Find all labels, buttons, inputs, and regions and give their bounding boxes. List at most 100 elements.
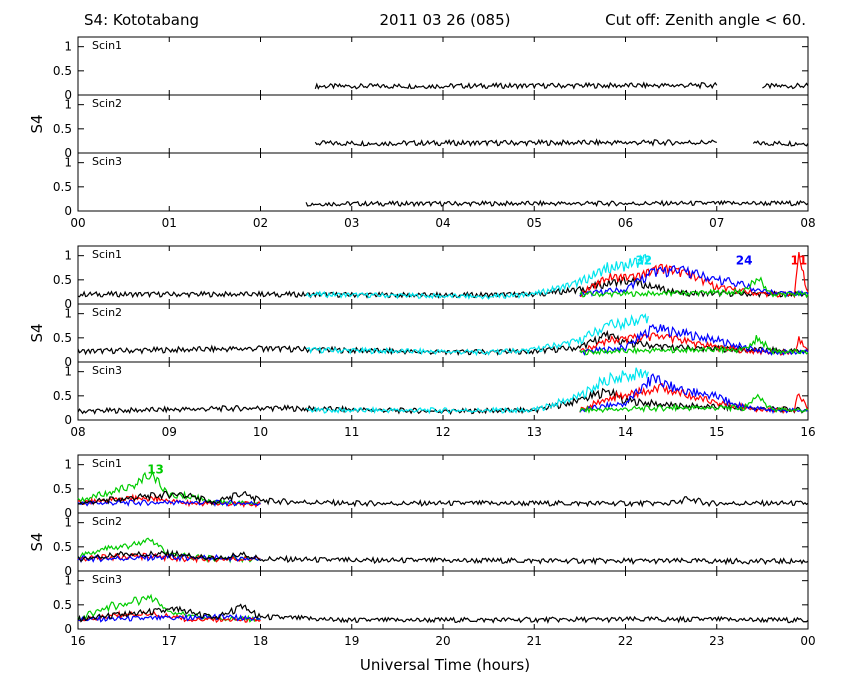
date-title: 2011 03 26 (085) — [380, 11, 511, 29]
x-tick-label: 19 — [344, 634, 359, 648]
x-tick-label: 03 — [344, 216, 359, 230]
y-tick-label: 0 — [64, 506, 72, 520]
receiver-label: Scin2 — [92, 97, 122, 110]
panel-2-scin1: 0 0.5 1 Scin1 — [53, 245, 809, 311]
panel-1-scin2: 0 0.5 1 Scin2 — [53, 94, 809, 160]
y-tick-label: 0.5 — [53, 331, 72, 345]
x-tick-label: 13 — [527, 425, 542, 439]
panel-2-scin3: 0 0.5 1 Scin3 — [53, 361, 809, 427]
series-line-black — [77, 490, 809, 508]
x-tick-label: 09 — [162, 425, 177, 439]
y-tick-label: 0 — [64, 297, 72, 311]
series-number-label: 24 — [736, 253, 753, 267]
panel-3-scin1: 0 0.5 1 Scin1 — [53, 454, 809, 520]
y-tick-label: 1 — [64, 365, 72, 379]
series-number-label: 32 — [635, 253, 652, 267]
y-tick-label: 0.5 — [53, 598, 72, 612]
x-tick-label: 01 — [162, 216, 177, 230]
x-tick-label: 00 — [800, 634, 815, 648]
series-line-black — [314, 138, 717, 147]
y-tick-label: 0.5 — [53, 180, 72, 194]
series-line-cyan — [305, 367, 649, 415]
y-tick-label: 1 — [64, 516, 72, 530]
x-tick-label: 20 — [435, 634, 450, 648]
series-line-black — [77, 387, 809, 416]
series-line-blue — [77, 613, 261, 623]
y-axis-title: S4 — [28, 532, 46, 551]
x-tick-label: 23 — [709, 634, 724, 648]
x-tick-label: 11 — [344, 425, 359, 439]
y-tick-label: 0.5 — [53, 273, 72, 287]
receiver-label: Scin3 — [92, 573, 122, 586]
y-tick-label: 0 — [64, 146, 72, 160]
receiver-label: Scin2 — [92, 515, 122, 528]
series-line-cyan — [306, 312, 649, 357]
x-tick-label: 16 — [70, 634, 85, 648]
y-axis-title: S4 — [28, 114, 46, 133]
series-line-blue — [579, 264, 809, 298]
y-tick-label: 1 — [64, 574, 72, 588]
y-tick-label: 1 — [64, 307, 72, 321]
x-tick-label: 08 — [800, 216, 815, 230]
panel-group-1: 0 0.5 1 Scin1 0 0.5 1 Scin2 0 0.5 1 Scin3 S4 00 01 02 03… — [28, 36, 816, 230]
y-tick-label: 0 — [64, 564, 72, 578]
x-tick-label: 06 — [618, 216, 633, 230]
x-tick-label: 07 — [709, 216, 724, 230]
panel-3-scin3: 0 0.5 1 Scin3 — [53, 570, 809, 636]
y-tick-label: 0 — [64, 88, 72, 102]
panel-3-scin2: 0 0.5 1 Scin2 — [53, 512, 809, 578]
receiver-label: Scin2 — [92, 306, 122, 319]
x-tick-label: 10 — [253, 425, 268, 439]
series-line-green — [77, 593, 261, 623]
series-line-black — [314, 81, 718, 90]
series-number-label: 11 — [791, 253, 808, 267]
receiver-label: Scin3 — [92, 364, 122, 377]
series-line-blue — [579, 323, 809, 356]
y-tick-label: 0 — [64, 204, 72, 218]
y-tick-label: 0.5 — [53, 540, 72, 554]
x-axis-title: Universal Time (hours) — [360, 656, 530, 674]
series-line-black — [305, 199, 809, 208]
y-tick-label: 0.5 — [53, 64, 72, 78]
panel-frame — [77, 454, 809, 514]
x-tick-label: 04 — [435, 216, 450, 230]
station-title: S4: Kototabang — [84, 11, 199, 29]
x-tick-label: 17 — [162, 634, 177, 648]
cutoff-title: Cut off: Zenith angle < 60. — [605, 11, 806, 29]
x-tick-label: 02 — [253, 216, 268, 230]
receiver-label: Scin1 — [92, 457, 122, 470]
panel-group-2: 0 0.5 1 Scin1 0 0.5 1 Scin2 0 0.5 1 Scin3 S4 08 09 10 11… — [28, 245, 816, 439]
y-tick-label: 0 — [64, 622, 72, 636]
panel-1-scin3: 0 0.5 1 Scin3 — [53, 152, 809, 218]
y-tick-label: 0 — [64, 413, 72, 427]
series-line-green — [579, 276, 809, 299]
x-tick-label: 18 — [253, 634, 268, 648]
series-line-black — [77, 276, 809, 299]
x-tick-label: 15 — [709, 425, 724, 439]
panel-1-scin1: 0 0.5 1 Scin1 — [53, 36, 809, 102]
y-axis-title: S4 — [28, 323, 46, 342]
x-tick-label: 22 — [618, 634, 633, 648]
receiver-label: Scin3 — [92, 155, 122, 168]
panel-frame — [77, 94, 809, 154]
x-tick-label: 21 — [527, 634, 542, 648]
series-line-black — [77, 603, 809, 625]
y-tick-label: 1 — [64, 98, 72, 112]
series-line-green — [579, 335, 809, 356]
panel-2-scin2: 0 0.5 1 Scin2 — [53, 303, 809, 369]
x-tick-label: 14 — [618, 425, 633, 439]
panel-frame — [77, 36, 809, 96]
y-tick-label: 1 — [64, 249, 72, 263]
series-line-red — [579, 382, 809, 415]
y-tick-label: 0 — [64, 355, 72, 369]
y-tick-label: 1 — [64, 40, 72, 54]
series-line-black — [762, 82, 809, 90]
y-tick-label: 0.5 — [53, 122, 72, 136]
x-tick-label: 00 — [70, 216, 85, 230]
y-tick-label: 1 — [64, 156, 72, 170]
y-tick-label: 1 — [64, 458, 72, 472]
series-line-black — [752, 140, 809, 147]
panel-frame — [77, 303, 809, 363]
